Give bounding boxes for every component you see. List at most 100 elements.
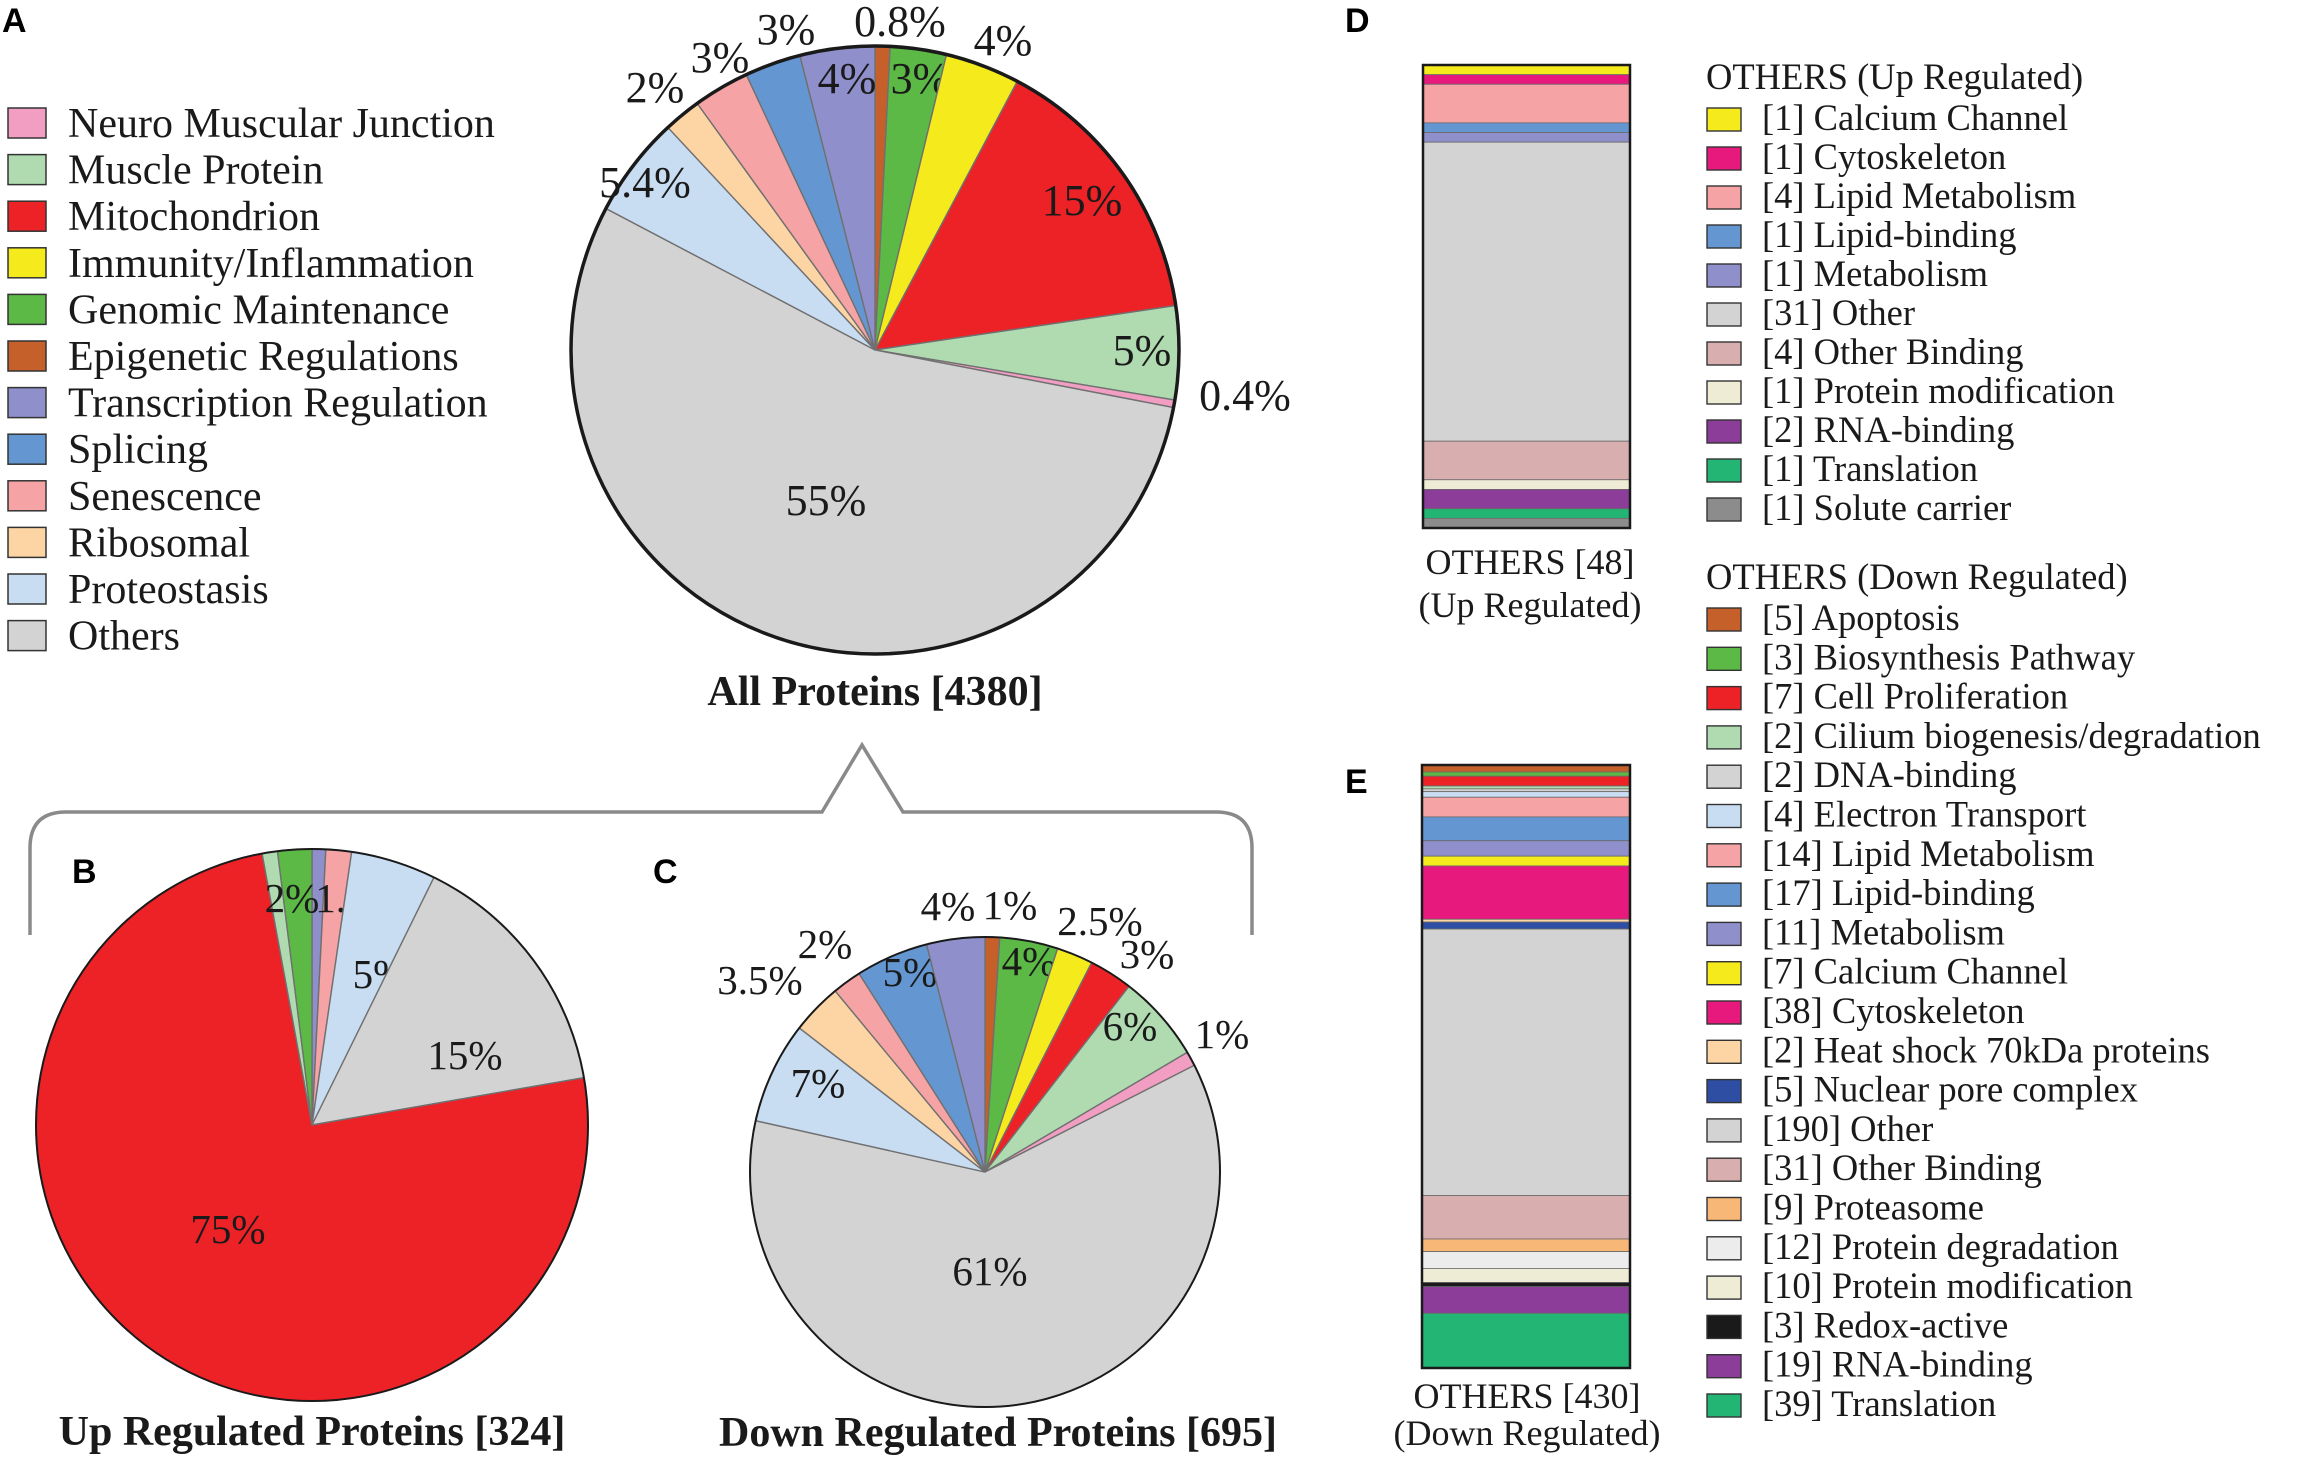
bar-d-segment-2: [1422, 83, 1631, 124]
legend-label-nmj: Neuro Muscular Junction: [68, 101, 495, 147]
legend-others-up: [1] Calcium Channel[1] Cytoskeleton[4] L…: [1706, 97, 2115, 528]
legend-e-swatch-16: [1706, 1236, 1742, 1261]
legend-e-swatch-7: [1706, 882, 1742, 907]
pie-b-title: Up Regulated Proteins [324]: [59, 1409, 566, 1455]
legend-d-label-4: [1] Metabolism: [1762, 253, 1988, 294]
pie-c-outline: [749, 936, 1221, 1408]
legend-d-label-0: [1] Calcium Channel: [1762, 97, 2068, 138]
legend-e-swatch-13: [1706, 1118, 1742, 1143]
pie-a-label-proteostasis: 5.4%: [599, 158, 691, 207]
bar-e-segment-3: [1421, 785, 1631, 790]
pie-c-label-muscle: 6%: [1103, 1003, 1158, 1049]
pie-c-label-immunity: 2.5%: [1057, 898, 1142, 944]
legend-e-label-17: [10] Protein modification: [1762, 1265, 2133, 1306]
legend-e-title: OTHERS (Down Regulated): [1706, 556, 2128, 597]
pie-c-label-proteostasis: 7%: [791, 1060, 846, 1106]
legend-e-label-1: [3] Biosynthesis Pathway: [1762, 636, 2136, 677]
stacked-bar-others-up: [1421, 63, 1632, 530]
bar-e-segment-14: [1421, 1195, 1631, 1240]
legend-label-genomic: Genomic Maintenance: [68, 287, 449, 333]
legend-e-label-14: [31] Other Binding: [1762, 1147, 2042, 1188]
legend-e-swatch-19: [1706, 1353, 1742, 1379]
legend-label-proteostasis: Proteostasis: [68, 567, 269, 613]
bar-d-segment-1: [1422, 74, 1631, 85]
bar-e-segment-20: [1421, 1312, 1631, 1369]
pie-c-label-ribosomal: 3.5%: [717, 957, 802, 1003]
legend-e-label-8: [11] Metabolism: [1762, 911, 2005, 952]
legend-e-swatch-6: [1706, 843, 1742, 868]
pie-a-label-muscle: 5%: [1113, 326, 1172, 375]
legend-label-immunity: Immunity/Inflammation: [68, 241, 474, 287]
bar-d-frame: [1421, 63, 1632, 530]
legend-d-label-6: [4] Other Binding: [1762, 331, 2024, 372]
legend-swatch-immunity: [7, 247, 47, 279]
bar-e-segment-15: [1421, 1238, 1631, 1253]
bar-e-segment-17: [1421, 1268, 1631, 1283]
bar-e-segment-9: [1421, 855, 1631, 867]
legend-label-senescence: Senescence: [68, 474, 262, 520]
panel-letter-e: E: [1345, 763, 1368, 801]
pie-a-label-mito: 15%: [1042, 176, 1123, 225]
legend-d-label-2: [4] Lipid Metabolism: [1762, 175, 2076, 216]
legend-others-down: [5] Apoptosis[3] Biosynthesis Pathway [7]…: [1706, 597, 2261, 1424]
pie-c-label-transcription: 4%: [921, 883, 976, 929]
legend-d-swatch-2: [1706, 185, 1742, 210]
pie-c-label-senescence: 2%: [798, 921, 853, 967]
legend-d-swatch-3: [1706, 224, 1742, 249]
legend-e-swatch-11: [1706, 1039, 1742, 1065]
legend-swatch-senescence: [7, 480, 47, 512]
legend-swatch-ribosomal: [7, 526, 47, 559]
legend-swatch-epigenetic: [7, 340, 47, 372]
pie-chart-up-regulated: 1.5%5%15%75%2%: [35, 848, 589, 1402]
pie-a-label-epigenetic: 0.8%: [854, 0, 946, 46]
bar-e-segment-12: [1421, 921, 1631, 930]
bar-d-subcaption: (Up Regulated): [1419, 585, 1642, 625]
legend-label-epigenetic: Epigenetic Regulations: [68, 334, 459, 380]
pie-b-label-others: 15%: [427, 1032, 502, 1078]
pie-a-label-ribosomal: 2%: [626, 63, 685, 112]
legend-e-swatch-1: [1706, 646, 1742, 671]
pie-a-outline: [569, 44, 1181, 656]
legend-swatch-splicing: [7, 433, 47, 465]
legend-e-label-13: [190] Other: [1762, 1108, 1933, 1149]
legend-e-label-9: [7] Calcium Channel: [1762, 951, 2068, 992]
legend-d-label-8: [2] RNA-binding: [1762, 409, 2014, 450]
legend-d-title: OTHERS (Up Regulated): [1706, 56, 2083, 97]
legend-e-label-11: [2] Heat shock 70kDa proteins: [1762, 1029, 2210, 1070]
legend-d-swatch-1: [1706, 146, 1742, 171]
bar-d-segment-4: [1422, 132, 1631, 143]
bar-e-segment-8: [1421, 840, 1631, 857]
legend-swatch-muscle: [7, 153, 47, 186]
legend-d-label-1: [1] Cytoskeleton: [1762, 136, 2006, 177]
bar-d-segment-9: [1422, 508, 1631, 519]
bar-e-subcaption: (Down Regulated): [1394, 1413, 1661, 1453]
legend-d-swatch-6: [1706, 341, 1742, 366]
pie-a-title: All Proteins [4380]: [707, 669, 1042, 715]
panel-letter-a: A: [2, 2, 27, 40]
pie-chart-all-proteins: 0.8%3%4%15%5%0.4%55%5.4%2%3%3%4%: [569, 0, 1291, 656]
legend-d-label-7: [1] Protein modification: [1762, 370, 2115, 411]
legend-swatch-nmj: [7, 107, 47, 139]
legend-e-swatch-9: [1706, 961, 1742, 986]
legend-e-label-0: [5] Apoptosis: [1762, 597, 1960, 638]
legend-e-label-12: [5] Nuclear pore complex: [1762, 1069, 2138, 1110]
legend-d-label-10: [1] Solute carrier: [1762, 487, 2011, 528]
legend-swatch-proteostasis: [7, 573, 47, 605]
bar-e-segment-7: [1421, 816, 1631, 842]
legend-e-swatch-3: [1706, 725, 1742, 750]
pie-c-label-nmj: 1%: [1195, 1011, 1250, 1057]
bar-d-segment-8: [1422, 489, 1631, 510]
pie-c-label-mito: 3%: [1120, 931, 1175, 977]
pie-a-label-others: 55%: [786, 476, 867, 525]
legend-e-swatch-15: [1706, 1196, 1742, 1222]
panel-letter-b: B: [72, 853, 97, 891]
pie-a-label-senescence: 3%: [691, 33, 750, 82]
bar-d-segment-6: [1422, 440, 1631, 481]
legend-e-swatch-18: [1706, 1314, 1742, 1340]
stacked-bar-others-down: [1420, 763, 1632, 1370]
bar-e-segment-10: [1421, 865, 1631, 920]
legend-swatch-mito: [7, 200, 47, 232]
pie-b-outline: [35, 848, 589, 1402]
legend-label-others: Others: [68, 614, 180, 660]
